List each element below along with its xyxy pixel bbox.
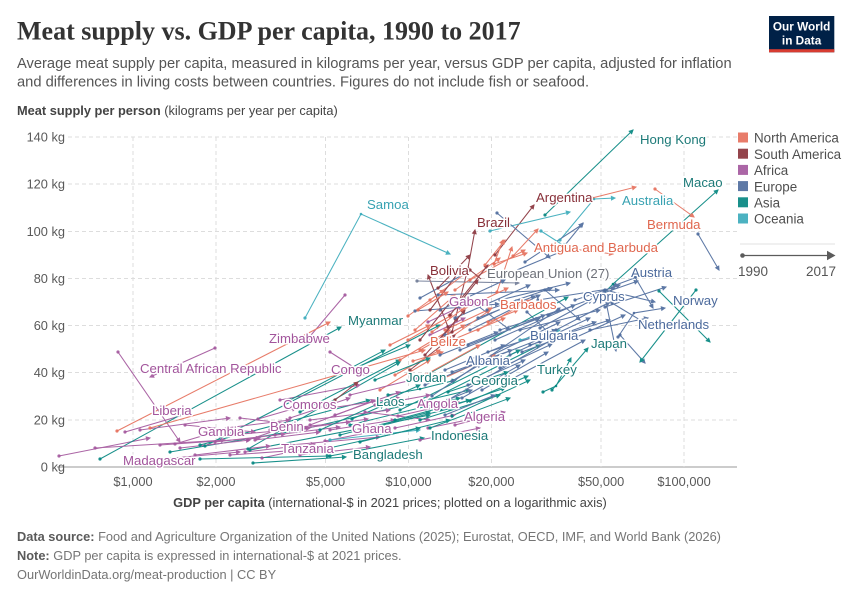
svg-text:Zimbabwe: Zimbabwe: [269, 331, 330, 346]
svg-text:Japan: Japan: [591, 336, 627, 351]
svg-text:Madagascar: Madagascar: [123, 453, 196, 468]
svg-text:2017: 2017: [806, 264, 836, 279]
svg-text:Meat supply per person (kilogr: Meat supply per person (kilograms per ye…: [17, 103, 338, 118]
svg-text:$100,000: $100,000: [657, 474, 710, 489]
svg-text:Benin: Benin: [270, 419, 304, 434]
svg-text:Myanmar: Myanmar: [348, 313, 404, 328]
svg-text:Hong Kong: Hong Kong: [640, 132, 706, 147]
svg-text:Norway: Norway: [673, 293, 718, 308]
svg-text:Asia: Asia: [754, 196, 781, 211]
svg-text:Georgia: Georgia: [471, 373, 519, 388]
svg-text:$1,000: $1,000: [113, 474, 152, 489]
svg-text:Angola: Angola: [417, 396, 459, 411]
svg-text:Algeria: Algeria: [464, 409, 506, 424]
svg-text:$2,000: $2,000: [196, 474, 235, 489]
svg-text:North America: North America: [754, 131, 839, 146]
svg-text:South America: South America: [754, 147, 842, 162]
svg-text:Samoa: Samoa: [367, 197, 409, 212]
svg-text:Tanzania: Tanzania: [281, 441, 334, 456]
svg-text:$20,000: $20,000: [468, 474, 514, 489]
svg-text:and differences in living cost: and differences in living costs between …: [17, 75, 589, 91]
svg-text:100 kg: 100 kg: [27, 224, 65, 239]
svg-text:Gambia: Gambia: [198, 424, 245, 439]
svg-text:Oceania: Oceania: [754, 212, 804, 227]
svg-text:Bulgaria: Bulgaria: [530, 328, 579, 343]
svg-text:Central African Republic: Central African Republic: [140, 361, 282, 376]
svg-text:Turkey: Turkey: [537, 362, 577, 377]
svg-text:Albania: Albania: [466, 353, 511, 368]
svg-text:Macao: Macao: [683, 175, 723, 190]
svg-text:Argentina: Argentina: [536, 190, 593, 205]
svg-text:Congo: Congo: [331, 362, 370, 377]
svg-text:Africa: Africa: [754, 163, 789, 178]
svg-text:OurWorldinData.org/meat-produc: OurWorldinData.org/meat-production | CC …: [17, 567, 277, 582]
svg-text:Europe: Europe: [754, 179, 797, 194]
svg-text:GDP per capita (international-: GDP per capita (international-$ in 2021 …: [173, 495, 607, 510]
svg-text:Belize: Belize: [430, 334, 466, 349]
svg-text:Austria: Austria: [631, 265, 673, 280]
svg-text:Bermuda: Bermuda: [647, 217, 701, 232]
svg-text:Cyprus: Cyprus: [583, 289, 625, 304]
svg-text:Data source: Food and Agricult: Data source: Food and Agriculture Organi…: [17, 529, 721, 544]
svg-text:in Data: in Data: [782, 34, 822, 48]
svg-text:Jordan: Jordan: [406, 370, 446, 385]
svg-text:Bolivia: Bolivia: [430, 263, 470, 278]
svg-text:Laos: Laos: [376, 394, 405, 409]
svg-text:0 kg: 0 kg: [41, 460, 65, 475]
svg-text:Antigua and Barbuda: Antigua and Barbuda: [534, 240, 659, 255]
svg-text:Brazil: Brazil: [477, 215, 510, 230]
svg-text:120 kg: 120 kg: [27, 177, 65, 192]
svg-text:20 kg: 20 kg: [34, 412, 65, 427]
svg-text:European Union (27): European Union (27): [487, 266, 609, 281]
svg-text:Indonesia: Indonesia: [431, 428, 489, 443]
svg-text:Australia: Australia: [622, 193, 674, 208]
svg-text:80 kg: 80 kg: [34, 271, 65, 286]
svg-text:Note: GDP per capita is expres: Note: GDP per capita is expressed in int…: [17, 548, 402, 563]
svg-text:Liberia: Liberia: [152, 403, 192, 418]
svg-text:Meat supply vs. GDP per capita: Meat supply vs. GDP per capita, 1990 to …: [17, 17, 521, 46]
svg-text:$10,000: $10,000: [385, 474, 431, 489]
svg-text:Bangladesh: Bangladesh: [353, 447, 423, 462]
svg-text:1990: 1990: [738, 264, 768, 279]
svg-text:40 kg: 40 kg: [34, 365, 65, 380]
svg-text:Barbados: Barbados: [500, 297, 557, 312]
svg-text:Average meat supply per capita: Average meat supply per capita, measured…: [17, 56, 732, 72]
svg-text:Ghana: Ghana: [352, 421, 392, 436]
svg-text:Our World: Our World: [773, 20, 830, 34]
svg-text:$50,000: $50,000: [578, 474, 624, 489]
svg-text:Comoros: Comoros: [283, 397, 337, 412]
svg-text:60 kg: 60 kg: [34, 318, 65, 333]
svg-text:Gabon: Gabon: [449, 294, 489, 309]
svg-text:Netherlands: Netherlands: [638, 317, 710, 332]
svg-text:$5,000: $5,000: [306, 474, 345, 489]
svg-text:140 kg: 140 kg: [27, 130, 65, 145]
